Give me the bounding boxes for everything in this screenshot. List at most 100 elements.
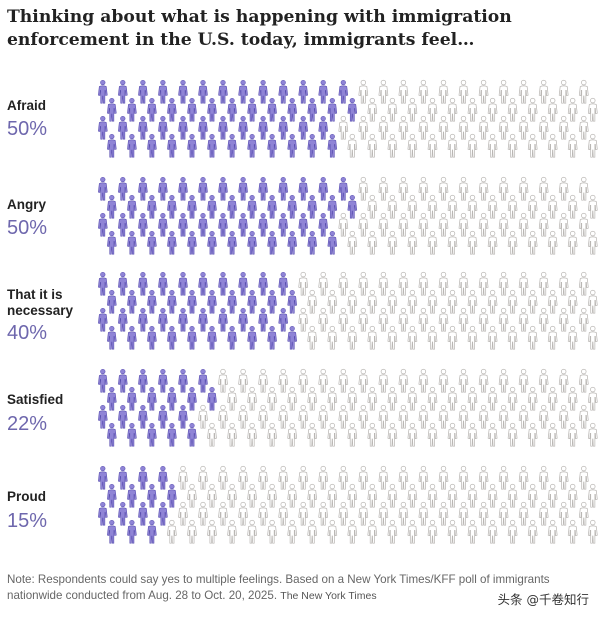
person-icon-empty	[338, 212, 349, 237]
person-icon-filled	[227, 133, 237, 158]
person-icon-filled	[227, 230, 237, 255]
person-icon-empty	[207, 483, 217, 508]
person-icon-empty	[458, 212, 469, 237]
person-icon-filled	[167, 289, 177, 314]
person-icon-empty	[367, 519, 378, 544]
person-icon-empty	[547, 519, 558, 544]
person-icon-empty	[167, 519, 177, 544]
person-icon-empty	[307, 386, 318, 411]
person-icon-empty	[318, 465, 329, 490]
person-icon-empty	[578, 176, 589, 201]
person-icon-filled	[98, 115, 108, 140]
person-icon-filled	[307, 230, 317, 255]
person-icon-filled	[187, 289, 197, 314]
person-icon-empty	[567, 386, 578, 411]
person-icon-empty	[487, 483, 498, 508]
person-icon-empty	[447, 133, 458, 158]
person-icon-empty	[327, 325, 338, 350]
person-icon-empty	[307, 422, 318, 447]
person-icon-filled	[147, 133, 157, 158]
person-icon-filled	[238, 115, 248, 140]
person-icon-empty	[467, 194, 478, 219]
person-icon-empty	[467, 422, 478, 447]
person-icon-filled	[107, 422, 117, 447]
person-icon-empty	[407, 483, 418, 508]
person-icon-filled	[227, 325, 237, 350]
person-icon-filled	[287, 194, 297, 219]
person-icon-filled	[147, 97, 157, 122]
person-icon-empty	[498, 176, 509, 201]
person-icon-filled	[247, 230, 257, 255]
person-icon-empty	[567, 289, 578, 314]
person-icon-empty	[458, 307, 469, 332]
person-icon-filled	[227, 289, 237, 314]
person-icon-empty	[287, 483, 298, 508]
person-icon-empty	[467, 133, 478, 158]
person-icon-empty	[378, 465, 389, 490]
person-icon-filled	[307, 133, 317, 158]
person-icon-empty	[518, 79, 529, 104]
person-icon-filled	[107, 194, 117, 219]
person-icon-empty	[238, 404, 248, 429]
person-icon-empty	[447, 97, 458, 122]
person-icon-empty	[507, 97, 518, 122]
person-icon-filled	[167, 133, 177, 158]
person-icon-empty	[558, 465, 569, 490]
person-icon-empty	[578, 404, 589, 429]
person-icon-empty	[398, 465, 409, 490]
pictogram-row-5	[98, 465, 598, 544]
person-icon-filled	[267, 289, 277, 314]
person-icon-filled	[187, 194, 197, 219]
person-icon-empty	[558, 307, 569, 332]
person-icon-filled	[158, 271, 168, 296]
person-icon-empty	[227, 422, 237, 447]
person-icon-filled	[207, 97, 217, 122]
person-icon-empty	[518, 212, 529, 237]
person-icon-empty	[178, 501, 188, 526]
person-icon-filled	[338, 176, 349, 201]
person-icon-filled	[167, 194, 177, 219]
person-icon-empty	[447, 325, 458, 350]
person-icon-empty	[318, 404, 329, 429]
person-icon-empty	[467, 230, 478, 255]
person-icon-empty	[527, 230, 538, 255]
person-icon-filled	[107, 325, 117, 350]
person-icon-empty	[398, 404, 409, 429]
person-icon-empty	[267, 483, 277, 508]
person-icon-filled	[147, 483, 157, 508]
person-icon-empty	[567, 230, 578, 255]
person-icon-empty	[338, 404, 349, 429]
person-icon-filled	[178, 404, 188, 429]
person-icon-empty	[418, 368, 429, 393]
person-icon-empty	[358, 307, 369, 332]
source-credit: The New York Times	[280, 590, 377, 602]
person-icon-empty	[587, 289, 598, 314]
person-icon-empty	[467, 519, 478, 544]
person-icon-empty	[578, 368, 589, 393]
person-icon-empty	[547, 289, 558, 314]
person-icon-filled	[178, 271, 188, 296]
person-icon-empty	[278, 465, 289, 490]
person-icon-filled	[158, 501, 168, 526]
person-icon-filled	[287, 289, 297, 314]
person-icon-empty	[507, 289, 518, 314]
person-icon-empty	[467, 325, 478, 350]
person-icon-filled	[118, 501, 128, 526]
person-icon-empty	[558, 368, 569, 393]
person-icon-empty	[478, 501, 489, 526]
person-icon-empty	[507, 230, 518, 255]
person-icon-empty	[398, 212, 409, 237]
person-icon-empty	[438, 271, 449, 296]
person-icon-empty	[527, 97, 538, 122]
person-icon-empty	[427, 194, 438, 219]
person-icon-empty	[518, 465, 529, 490]
person-icon-empty	[547, 133, 558, 158]
person-icon-empty	[178, 465, 188, 490]
person-icon-filled	[187, 97, 197, 122]
person-icon-filled	[278, 307, 288, 332]
person-icon-empty	[578, 307, 589, 332]
person-icon-empty	[547, 422, 558, 447]
person-icon-empty	[387, 97, 398, 122]
person-icon-empty	[367, 194, 378, 219]
